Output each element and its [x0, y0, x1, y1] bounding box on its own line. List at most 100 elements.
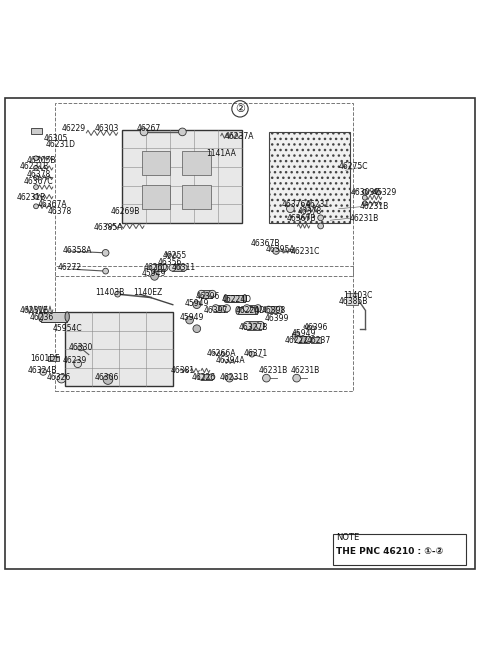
Text: 46260: 46260	[144, 263, 168, 271]
Text: 46231: 46231	[305, 200, 329, 209]
Text: 46324B: 46324B	[28, 366, 57, 375]
Circle shape	[318, 215, 324, 221]
Circle shape	[293, 374, 300, 382]
Text: 1601DF: 1601DF	[30, 354, 59, 364]
Circle shape	[223, 305, 230, 312]
Text: 46275C: 46275C	[338, 163, 368, 171]
Text: 46378: 46378	[298, 207, 323, 216]
Circle shape	[263, 374, 270, 382]
Text: 46222: 46222	[284, 336, 308, 346]
Bar	[65, 312, 173, 386]
Text: 46398: 46398	[262, 306, 286, 315]
Bar	[346, 293, 358, 305]
Text: 46367A: 46367A	[37, 200, 67, 209]
Bar	[142, 151, 170, 175]
Text: 1140EZ: 1140EZ	[133, 288, 163, 297]
Text: 11403B: 11403B	[95, 288, 124, 297]
Circle shape	[34, 194, 38, 199]
Circle shape	[276, 306, 283, 313]
Circle shape	[180, 264, 187, 271]
Circle shape	[292, 332, 300, 340]
Circle shape	[193, 301, 201, 309]
Circle shape	[78, 345, 84, 351]
Bar	[216, 305, 227, 312]
Circle shape	[34, 185, 38, 189]
Bar	[55, 266, 353, 391]
Text: 46371: 46371	[244, 349, 268, 358]
Text: 46303: 46303	[95, 124, 120, 133]
Text: 46397: 46397	[204, 306, 228, 315]
Text: 46367C: 46367C	[24, 177, 54, 186]
Circle shape	[198, 290, 205, 297]
Text: 46231E: 46231E	[19, 306, 48, 315]
Bar	[142, 185, 170, 209]
Text: 46396: 46396	[303, 323, 328, 331]
Circle shape	[102, 249, 109, 256]
Circle shape	[249, 352, 255, 357]
Text: 45949: 45949	[142, 269, 166, 279]
Bar	[172, 264, 184, 271]
Text: 46378: 46378	[48, 207, 72, 216]
Circle shape	[186, 316, 193, 324]
Text: 46237: 46237	[306, 336, 331, 346]
Circle shape	[265, 306, 272, 313]
Text: 46358A: 46358A	[62, 246, 92, 255]
Text: 46399: 46399	[265, 313, 289, 323]
Text: 46356: 46356	[157, 258, 182, 267]
Text: THE PNC 46210 : ①-②: THE PNC 46210 : ①-②	[336, 548, 443, 556]
Circle shape	[151, 273, 158, 280]
Circle shape	[295, 336, 301, 343]
Text: 46381: 46381	[170, 366, 194, 376]
Text: 1141AA: 1141AA	[206, 149, 236, 159]
Text: 46378: 46378	[26, 170, 51, 179]
Bar	[48, 356, 59, 361]
Text: 46236: 46236	[30, 313, 54, 322]
Circle shape	[150, 264, 156, 271]
Text: 46305: 46305	[43, 133, 68, 143]
Text: 46231B: 46231B	[19, 163, 48, 171]
Circle shape	[243, 305, 251, 312]
Text: 46385B: 46385B	[338, 297, 368, 306]
Text: 46231B: 46231B	[360, 202, 389, 211]
Text: 46231B: 46231B	[17, 193, 46, 201]
Text: 46326: 46326	[47, 373, 71, 382]
Text: ②: ②	[235, 104, 245, 114]
Bar	[333, 534, 466, 565]
Circle shape	[169, 264, 176, 271]
Bar	[247, 321, 261, 329]
Circle shape	[212, 305, 219, 312]
Bar	[247, 305, 258, 312]
Circle shape	[161, 264, 168, 271]
Bar	[311, 337, 321, 343]
Text: 46231B: 46231B	[349, 214, 379, 223]
Bar	[122, 129, 242, 223]
Circle shape	[318, 223, 324, 229]
Bar	[298, 336, 309, 343]
Text: 46330: 46330	[69, 343, 93, 352]
Text: 46329: 46329	[372, 188, 397, 197]
Bar	[182, 185, 211, 209]
Circle shape	[103, 375, 113, 384]
Circle shape	[256, 321, 264, 329]
Ellipse shape	[236, 307, 240, 314]
Text: 46231D: 46231D	[46, 140, 75, 149]
Circle shape	[254, 305, 262, 312]
Ellipse shape	[224, 295, 228, 302]
Text: 46226: 46226	[192, 373, 216, 382]
Circle shape	[40, 369, 47, 376]
Text: NOTE: NOTE	[336, 533, 359, 542]
Text: 46367B: 46367B	[251, 239, 280, 247]
Bar	[182, 151, 211, 175]
Text: 45949: 45949	[184, 299, 209, 307]
Circle shape	[243, 321, 252, 329]
Text: 46385A: 46385A	[94, 223, 123, 232]
Text: 46224D: 46224D	[222, 295, 252, 304]
Circle shape	[34, 175, 38, 180]
Ellipse shape	[255, 307, 259, 314]
Text: 46267: 46267	[137, 124, 161, 133]
Text: 11403C: 11403C	[343, 291, 372, 299]
Text: 45949: 45949	[180, 313, 204, 322]
Ellipse shape	[38, 312, 43, 321]
Text: 46311: 46311	[171, 263, 195, 271]
Text: 46396: 46396	[196, 292, 220, 301]
